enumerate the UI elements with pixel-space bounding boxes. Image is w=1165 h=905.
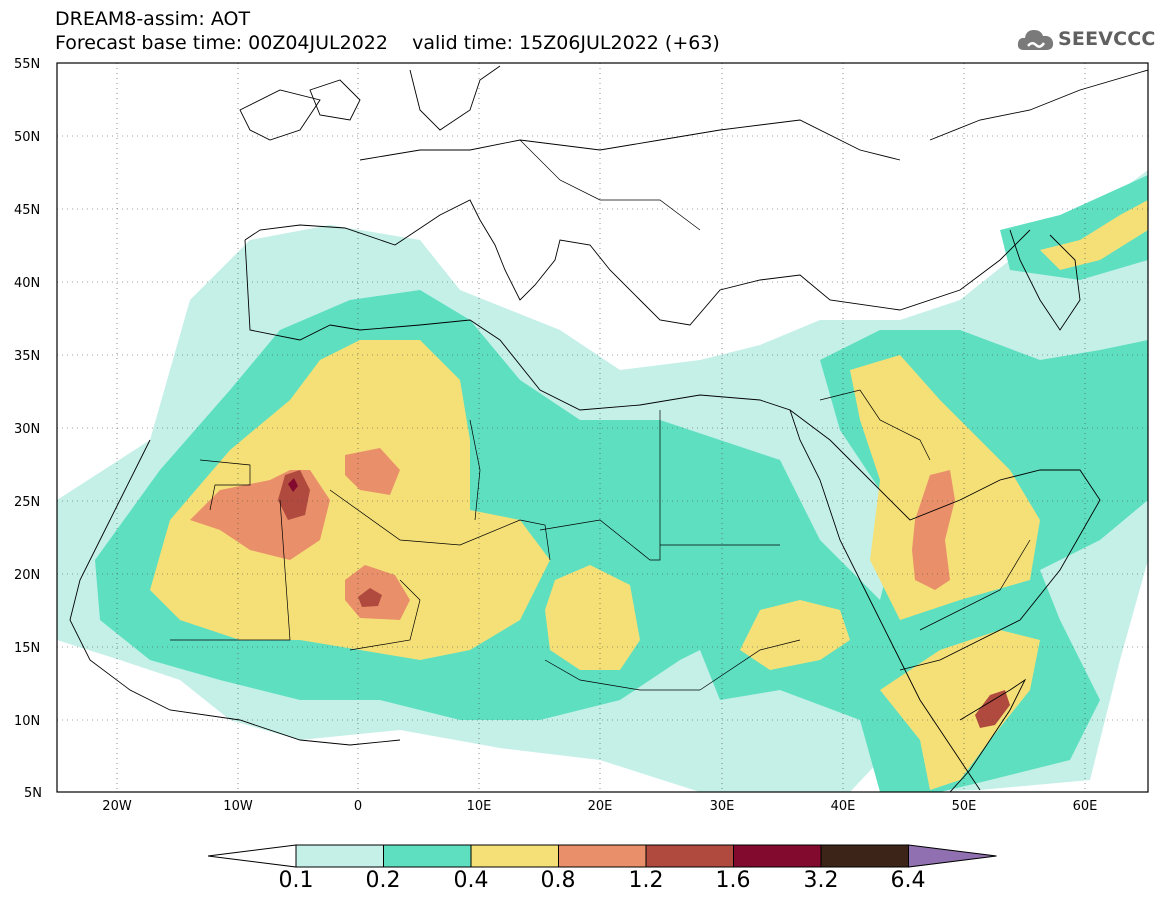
aot-band-0-4-sudan xyxy=(545,565,640,670)
lat-label: 15N xyxy=(14,641,40,656)
aot-band-1-2 xyxy=(278,470,310,520)
colorbar-swatch xyxy=(470,844,559,868)
lon-axis: 20W 10W 0 10E 20E 30E 40E 50E 60E xyxy=(102,799,1097,814)
colorbar-label: 0.8 xyxy=(540,868,576,893)
colorbar-label: 0.1 xyxy=(278,868,314,893)
colorbar-label: 1.2 xyxy=(628,868,664,893)
lon-label: 60E xyxy=(1073,799,1098,814)
aot-band-0-8-algeria xyxy=(345,448,400,495)
colorbar-label: 0.2 xyxy=(365,868,401,893)
lat-label: 5N xyxy=(24,786,42,801)
aot-band-0-8-arabia xyxy=(912,470,955,590)
graticule xyxy=(57,63,1148,792)
aot-band-1-2-niger xyxy=(358,588,382,607)
aot-band-0-4 xyxy=(150,340,550,660)
lon-label: 20E xyxy=(588,799,613,814)
cloud-icon xyxy=(1017,30,1054,50)
colorbar-over-triangle xyxy=(908,844,997,868)
lat-label: 40N xyxy=(14,276,40,291)
colorbar-label: 1.6 xyxy=(715,868,751,893)
borders xyxy=(170,139,1031,691)
aot-band-0-4-ethiopia xyxy=(740,600,850,670)
colorbar-label: 3.2 xyxy=(803,868,839,893)
colorbar-swatch xyxy=(558,844,647,868)
lon-label: 10W xyxy=(223,799,253,814)
colorbar-swatch xyxy=(820,844,909,868)
lat-label: 25N xyxy=(14,495,40,510)
map-title: DREAM8-assim: AOT xyxy=(55,8,251,30)
seevccc-logo: SEEVCCC xyxy=(1016,24,1156,58)
lat-label: 55N xyxy=(14,57,40,72)
lat-label: 30N xyxy=(14,422,40,437)
map-frame xyxy=(56,62,1149,793)
valid-time-label: valid time: 15Z06JUL2022 (+63) xyxy=(412,32,720,54)
aot-band-1-6 xyxy=(288,478,298,492)
colorbar-under-triangle xyxy=(207,844,297,868)
colorbar-label: 6.4 xyxy=(890,868,926,893)
colorbar-swatch xyxy=(383,844,472,868)
logo-text: SEEVCCC xyxy=(1058,28,1156,50)
colorbar-label: 0.4 xyxy=(453,868,489,893)
colorbar xyxy=(207,844,997,868)
lat-label: 50N xyxy=(14,130,40,145)
lat-label: 35N xyxy=(14,349,40,364)
coastlines xyxy=(69,65,1148,792)
colorbar-swatch xyxy=(645,844,734,868)
base-time-label: Forecast base time: 00Z04JUL2022 xyxy=(55,32,388,54)
lat-label: 20N xyxy=(14,568,40,583)
lon-label: 30E xyxy=(710,799,735,814)
aot-band-1-2-somalia xyxy=(975,690,1010,728)
time-info: Forecast base time: 00Z04JUL2022 valid t… xyxy=(55,32,720,54)
lat-label: 45N xyxy=(14,203,40,218)
aot-band-0-2-caspian xyxy=(1000,175,1148,280)
lon-label: 50E xyxy=(952,799,977,814)
lat-axis: 55N 50N 45N 40N 35N 30N 25N 20N 15N 10N … xyxy=(14,57,42,801)
colorbar-swatch xyxy=(733,844,822,868)
lon-label: 20W xyxy=(102,799,132,814)
lon-label: 10E xyxy=(467,799,492,814)
colorbar-swatch xyxy=(295,844,384,868)
lon-label: 40E xyxy=(831,799,856,814)
lon-label: 0 xyxy=(354,799,362,814)
aot-band-0-4-horn xyxy=(880,630,1040,790)
lat-label: 10N xyxy=(14,714,40,729)
